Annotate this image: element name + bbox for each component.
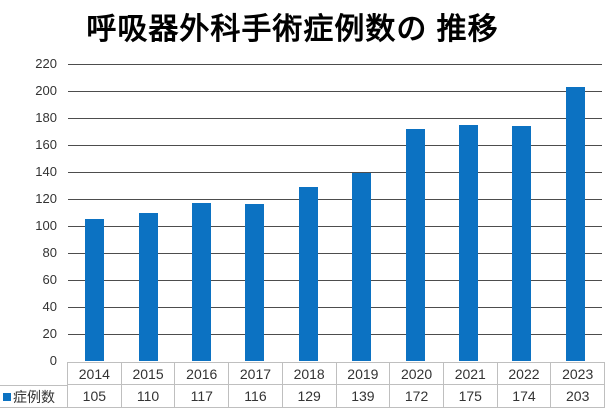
- y-axis-label: 100: [35, 218, 57, 233]
- y-axis-label: 40: [42, 299, 57, 314]
- y-axis-label: 140: [35, 164, 57, 179]
- gridline-220: [68, 64, 602, 65]
- gridline-180: [68, 118, 602, 119]
- value-cell-2016: 117: [174, 385, 229, 408]
- year-cell-2019: 2019: [335, 362, 390, 385]
- bar-2014: [85, 219, 105, 361]
- y-axis-label: 200: [35, 83, 57, 98]
- bar-2016: [192, 203, 211, 361]
- y-axis-label: 160: [35, 137, 57, 152]
- gridline-120: [68, 199, 602, 200]
- y-axis-label: 120: [35, 191, 57, 206]
- legend-marker-icon: [3, 392, 11, 401]
- gridline-20: [68, 334, 602, 335]
- bar-2022: [512, 126, 532, 361]
- value-cell-2020: 172: [389, 385, 443, 408]
- value-cell-2019: 139: [335, 385, 390, 408]
- data-table-year-row: 2014 2015 2016 2017 2018 2019 2020 2021 2022 2023: [67, 362, 606, 385]
- y-axis-label: 0: [49, 353, 57, 368]
- year-cell-2023: 2023: [550, 362, 606, 385]
- bar-2018: [298, 186, 318, 361]
- plot-area: [68, 64, 602, 361]
- year-cell-2016: 2016: [174, 362, 229, 385]
- gridline-100: [68, 226, 602, 227]
- bar-2017: [245, 204, 265, 361]
- y-axis-label: 180: [35, 110, 57, 125]
- year-cell-2014: 2014: [67, 362, 121, 385]
- data-table-value-row: 症例数 105 110 117 116 129 139 172 175 174 203: [0, 385, 606, 408]
- value-cell-2014: 105: [67, 385, 121, 408]
- value-cell-2018: 129: [281, 385, 336, 408]
- chart-title: 呼吸器外科手術症例数の 推移: [86, 13, 499, 46]
- gridline-40: [68, 307, 602, 308]
- gridline-80: [68, 253, 602, 254]
- value-cell-2021: 175: [442, 385, 497, 408]
- year-cell-2021: 2021: [442, 362, 497, 385]
- y-axis-label: 60: [42, 272, 57, 287]
- bar-2019: [352, 173, 372, 361]
- legend-label: 症例数: [13, 388, 55, 405]
- y-axis-label: 80: [42, 245, 57, 260]
- value-cell-2017: 116: [228, 385, 282, 408]
- year-cell-2015: 2015: [120, 362, 175, 385]
- value-cell-2022: 174: [496, 385, 551, 408]
- value-cell-2023: 203: [550, 385, 606, 408]
- gridline-200: [68, 91, 602, 92]
- y-axis-label: 20: [42, 326, 57, 341]
- y-axis-label: 220: [35, 56, 57, 71]
- year-cell-2022: 2022: [496, 362, 551, 385]
- bar-2021: [459, 124, 478, 361]
- year-cell-2017: 2017: [228, 362, 282, 385]
- legend-cell: 症例数: [0, 385, 67, 408]
- gridline-160: [68, 145, 602, 146]
- gridline-140: [68, 172, 602, 173]
- bar-2020: [405, 128, 425, 361]
- gridline-60: [68, 280, 602, 281]
- year-cell-2020: 2020: [389, 362, 443, 385]
- bar-2015: [138, 212, 158, 361]
- year-cell-2018: 2018: [281, 362, 336, 385]
- value-cell-2015: 110: [120, 385, 175, 408]
- bar-2023: [565, 86, 585, 361]
